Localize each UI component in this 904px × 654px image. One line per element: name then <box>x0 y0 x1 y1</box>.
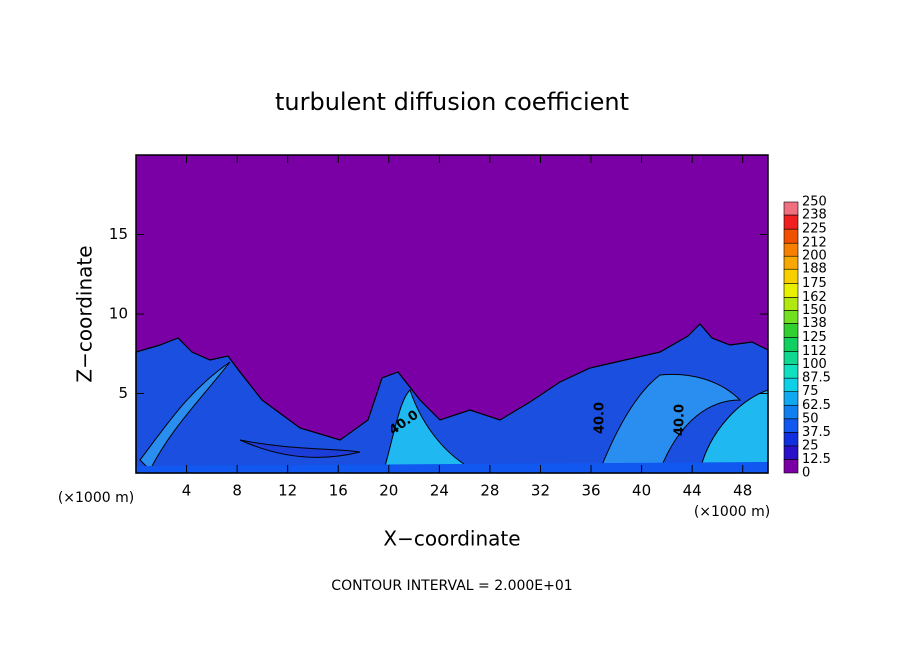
x-tick-label: 4 <box>182 482 192 500</box>
y-unit-label: (×1000 m) <box>58 490 134 506</box>
colorbar-label: 75 <box>802 384 819 399</box>
x-tick-label: 44 <box>683 482 702 500</box>
colorbar-band <box>783 377 799 392</box>
colorbar-label: 188 <box>802 262 827 277</box>
colorbar-band <box>783 268 799 284</box>
colorbar-label: 125 <box>802 330 827 345</box>
colorbar-band <box>783 297 799 311</box>
colorbar-band <box>783 391 799 406</box>
colorbar-label: 175 <box>802 276 827 291</box>
colorbar-label: 25 <box>802 438 819 453</box>
colorbar-label: 87.5 <box>802 371 831 386</box>
colorbar-band <box>783 351 799 365</box>
colorbar-band <box>783 364 799 379</box>
colorbar-band <box>783 337 799 352</box>
colorbar-band <box>783 201 799 216</box>
x-tick-label: 16 <box>329 482 348 500</box>
field: 40.0 40.0 40.0 <box>135 155 769 474</box>
contour-label: 40.0 <box>593 402 608 434</box>
x-tick-label: 20 <box>379 482 398 500</box>
colorbar-label: 150 <box>802 303 827 318</box>
x-tick-label: 48 <box>733 482 752 500</box>
colorbar-band <box>783 228 799 244</box>
colorbar-band <box>783 404 799 420</box>
field-streak <box>599 373 742 471</box>
x-tick-label: 28 <box>480 482 499 500</box>
colorbar-label: 238 <box>802 208 827 223</box>
colorbar-band <box>783 242 799 257</box>
colorbar-label: 225 <box>802 222 827 237</box>
y-tick-label: 10 <box>109 305 128 323</box>
x-tick-label: 36 <box>581 482 600 500</box>
colorbar-label: 162 <box>802 290 827 305</box>
colorbar-label: 12.5 <box>802 452 831 467</box>
colorbar-band <box>783 255 799 270</box>
colorbar-label: 200 <box>802 249 827 264</box>
x-tick-label: 40 <box>632 482 651 500</box>
x-unit-label: (×1000 m) <box>694 504 770 520</box>
colorbar-label: 37.5 <box>802 425 831 440</box>
contour-label: 40.0 <box>673 404 688 436</box>
colorbar-band <box>783 323 799 338</box>
colorbar-band <box>783 310 799 324</box>
x-tick-label: 24 <box>430 482 449 500</box>
colorbar-label: 250 <box>802 195 827 210</box>
colorbar-band <box>783 418 799 433</box>
colorbar-band <box>783 282 799 298</box>
colorbar-band <box>783 459 799 474</box>
colorbar-label: 112 <box>802 344 827 359</box>
colorbar-label: 100 <box>802 357 827 372</box>
y-tick-label: 15 <box>109 225 128 243</box>
field-streak <box>139 361 231 471</box>
colorbar-label: 138 <box>802 316 827 331</box>
x-tick-label: 8 <box>232 482 242 500</box>
colorbar-label: 62.5 <box>802 398 831 413</box>
colorbar-band <box>783 445 799 460</box>
field-region <box>135 323 769 474</box>
y-axis-label: Z−coordinate <box>73 245 97 382</box>
y-tick-label: 5 <box>118 384 128 402</box>
field-streak <box>136 462 768 473</box>
colorbar-label: 0 <box>802 466 810 481</box>
field-contour <box>239 439 361 458</box>
x-axis-label: X−coordinate <box>383 527 520 551</box>
colorbar-label: 50 <box>802 411 819 426</box>
field-streak <box>383 389 472 471</box>
colorbar-band <box>783 432 799 447</box>
footnote: CONTOUR INTERVAL = 2.000E+01 <box>331 578 572 594</box>
colorbar-label: 212 <box>802 236 827 251</box>
chart-title: turbulent diffusion coefficient <box>275 88 629 116</box>
x-tick-label: 32 <box>531 482 550 500</box>
colorbar-band <box>783 214 799 230</box>
x-tick-label: 12 <box>278 482 297 500</box>
